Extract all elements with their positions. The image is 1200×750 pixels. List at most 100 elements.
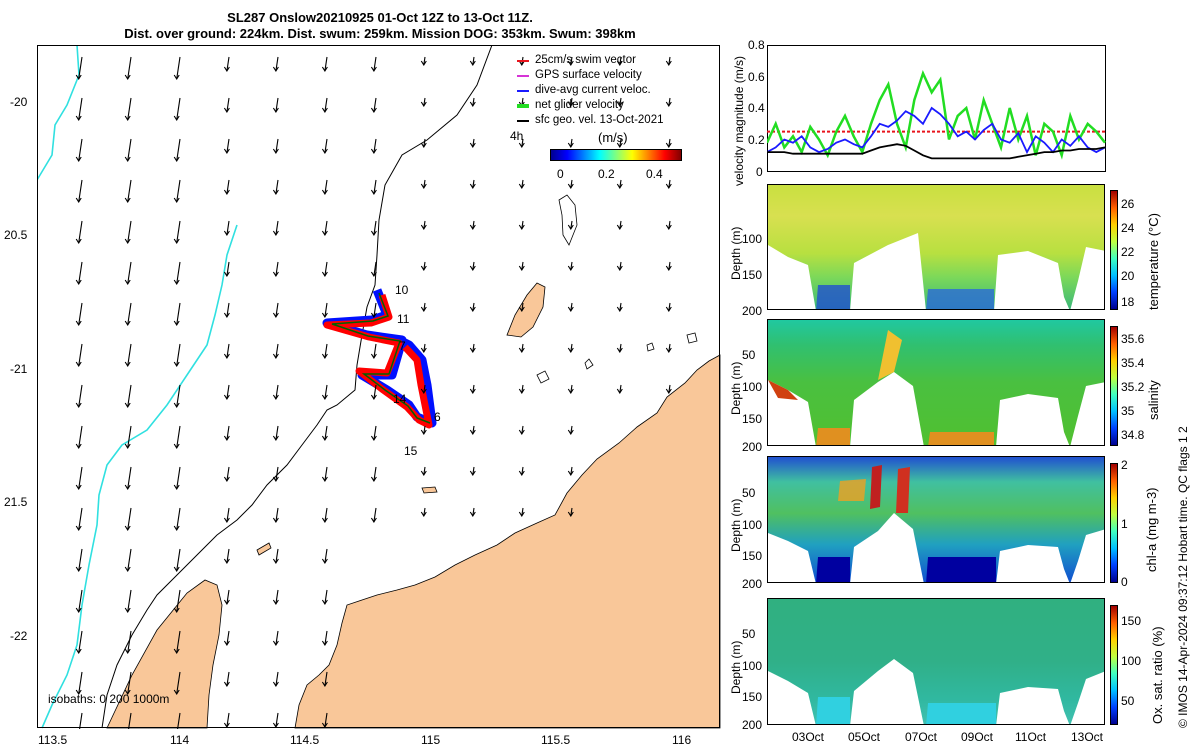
vector-arrow-head	[272, 312, 279, 319]
vector-arrow	[127, 97, 132, 121]
vector-arrow	[275, 671, 279, 687]
vector-arrow-head	[518, 60, 525, 67]
vector-arrow-head	[469, 101, 476, 108]
vector-arrow	[373, 384, 377, 400]
vector-arrow-head	[469, 265, 476, 272]
vector-arrow-head	[173, 115, 180, 122]
island-small-2	[256, 542, 272, 556]
vector-arrow-head	[420, 347, 427, 354]
vector-arrow	[324, 220, 328, 236]
vector-arrow-head	[370, 312, 377, 319]
vector-arrow	[275, 97, 279, 113]
vector-arrow	[324, 630, 328, 646]
vector-arrow-head	[321, 271, 328, 278]
day-labels: 10 11 7 14 6 15	[393, 283, 441, 458]
depth-axis-label: Depth (m)	[729, 640, 743, 694]
vector-arrow-head	[223, 558, 230, 565]
vector-arrow	[226, 56, 230, 72]
vector-arrow	[324, 97, 328, 113]
vel-y-tick: 0.8	[748, 38, 765, 52]
vector-arrow	[78, 384, 83, 408]
vector-arrow-head	[665, 388, 672, 395]
vector-arrow	[226, 507, 230, 523]
vector-arrow	[127, 589, 132, 613]
vector-arrow-head	[321, 230, 328, 237]
salinity-colorbar-label: salinity	[1146, 380, 1161, 420]
vector-arrow	[78, 138, 83, 162]
vector-arrow	[324, 466, 328, 482]
vector-arrow-head	[124, 607, 131, 614]
vector-arrow-head	[469, 347, 476, 354]
vector-arrow-head	[75, 320, 82, 327]
temp-cbar-tick: 22	[1121, 245, 1135, 259]
vector-arrow	[373, 507, 377, 523]
vector-arrow-head	[420, 142, 427, 149]
temperature-colorbar-label: temperature (°C)	[1146, 213, 1161, 310]
vector-arrow-head	[124, 689, 131, 696]
vector-arrow-head	[124, 197, 131, 204]
vector-arrow	[275, 302, 279, 318]
vector-arrow-head	[469, 511, 476, 518]
vel-y-tick: 0.6	[748, 70, 765, 84]
vector-arrow	[176, 425, 181, 449]
vector-arrow-head	[321, 312, 328, 319]
vector-arrow-head	[518, 511, 525, 518]
vector-arrow	[226, 220, 230, 236]
isobaths-label: isobaths: 0 200 1000m	[48, 692, 170, 706]
vector-arrow-head	[173, 566, 180, 573]
glider-track	[322, 288, 437, 429]
sal-cbar-tick: 35.2	[1121, 380, 1145, 394]
vector-arrow-head	[321, 599, 328, 606]
vector-arrow-head	[370, 394, 377, 401]
vector-arrow-head	[665, 306, 672, 313]
vector-arrow-head	[223, 189, 230, 196]
vector-arrow	[324, 179, 328, 195]
vector-arrow-head	[223, 271, 230, 278]
vector-arrow	[275, 630, 279, 646]
vector-arrow-head	[124, 484, 131, 491]
vector-arrow	[324, 589, 328, 605]
vector-arrow-head	[567, 470, 574, 477]
vector-arrow-head	[124, 74, 131, 81]
vector-arrow	[324, 302, 328, 318]
vector-arrow	[177, 712, 181, 729]
vector-arrow-head	[370, 148, 377, 155]
vector-arrow-head	[173, 197, 180, 204]
vector-arrow-head	[272, 599, 279, 606]
vector-arrow-head	[272, 353, 279, 360]
temperature-section	[767, 184, 1105, 310]
depth-axis-label: Depth (m)	[729, 226, 743, 280]
vector-arrow-head	[173, 320, 180, 327]
vector-arrow-head	[518, 306, 525, 313]
vector-arrow-head	[75, 361, 82, 368]
vector-arrow	[176, 384, 181, 408]
vector-arrow-head	[616, 388, 623, 395]
sal-cbar-tick: 34.8	[1121, 428, 1145, 442]
sal-y-tick: 150	[742, 412, 763, 426]
vector-arrow	[127, 56, 132, 80]
vector-arrow-head	[518, 347, 525, 354]
map-legend: 25cm/s swim vector GPS surface velocity …	[515, 53, 663, 128]
shelf-islands	[536, 194, 698, 384]
vector-arrow	[176, 261, 181, 285]
vector-arrow-head	[272, 435, 279, 442]
vector-arrow	[324, 384, 328, 400]
vector-arrow-head	[518, 470, 525, 477]
vector-arrow-head	[75, 115, 82, 122]
vector-arrow-head	[173, 607, 180, 614]
vector-arrow-head	[518, 265, 525, 272]
vector-arrow-head	[75, 525, 82, 532]
sal-cbar-tick: 35	[1121, 404, 1135, 418]
vector-arrow-head	[420, 183, 427, 190]
vector-arrow-head	[420, 60, 427, 67]
vector-arrow-head	[75, 156, 82, 163]
vector-arrow	[373, 425, 377, 441]
chl-a-colorbar	[1110, 463, 1118, 583]
vector-arrow-head	[272, 640, 279, 647]
vector-arrow	[176, 548, 181, 572]
ox-y-tick: 200	[742, 718, 763, 732]
vector-arrow-head	[420, 429, 427, 436]
vel-y-label: velocity magnitude (m/s)	[732, 55, 746, 186]
vector-arrow	[78, 589, 83, 613]
legend-item: dive-avg current veloc.	[515, 83, 663, 98]
